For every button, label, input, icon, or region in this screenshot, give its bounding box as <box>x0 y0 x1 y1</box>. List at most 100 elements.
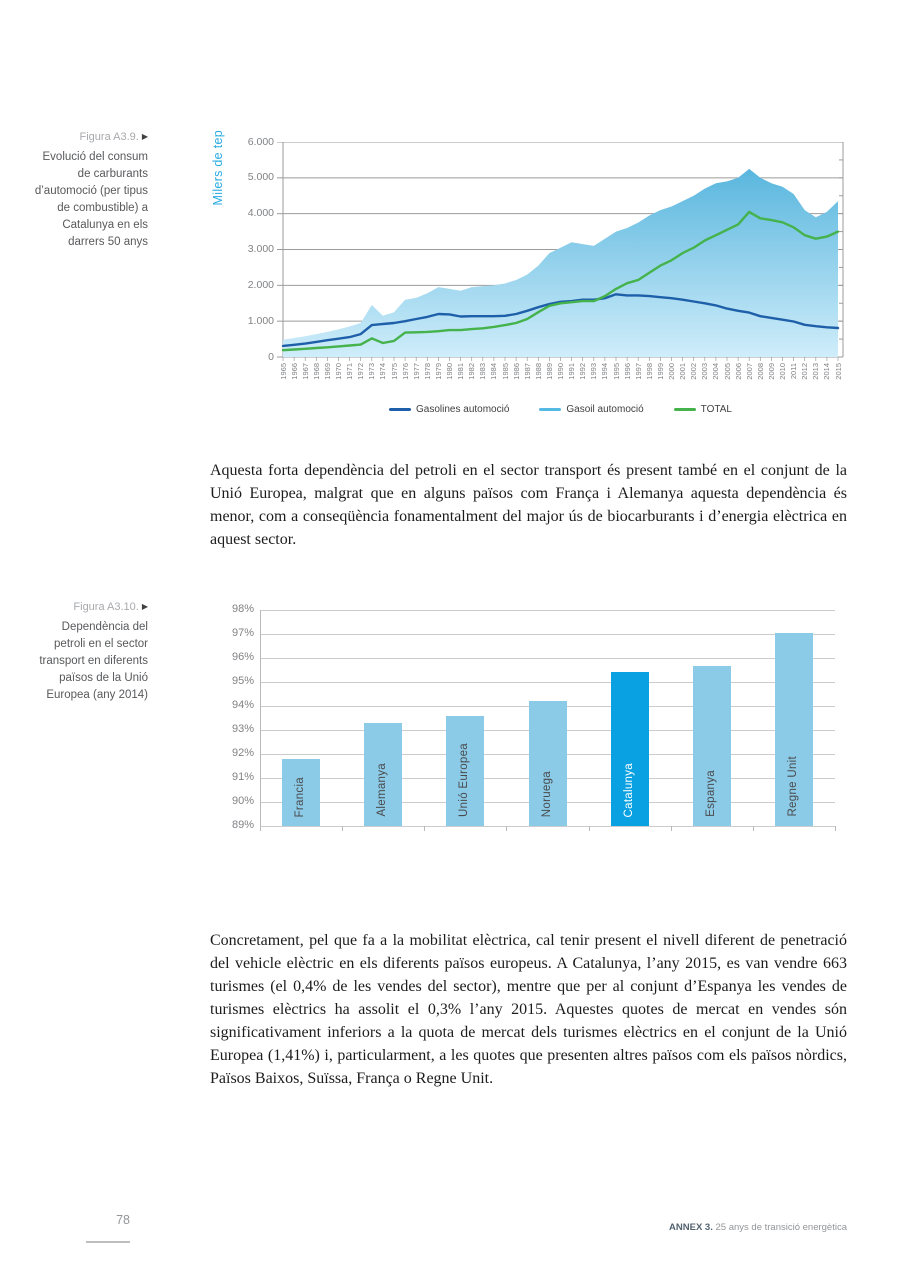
legend-label: TOTAL <box>700 404 732 415</box>
footer-annex-title: 25 anys de transició energètica <box>712 1222 847 1233</box>
x-tick-label: 1968 <box>311 363 321 380</box>
y-tick-label: 90% <box>231 795 254 807</box>
x-tick-label: 1982 <box>467 363 477 380</box>
paragraph-oil-dependency: Aquesta forta dependència del petroli en… <box>210 462 847 548</box>
x-tick-label: 1993 <box>589 363 599 380</box>
x-tick-label: 1995 <box>611 363 621 380</box>
legend-swatch <box>539 408 562 411</box>
fuel-chart-xlabels: 1965 1966 1967 1968 1969 1970 1971 1972 1973 1974… <box>277 363 852 399</box>
x-tick-label: 1972 <box>356 363 366 380</box>
bar-label: Noruega <box>540 770 553 817</box>
x-tick-label: 1997 <box>633 363 643 380</box>
x-tick-label: 1977 <box>411 363 421 380</box>
x-tick-label: 1999 <box>655 363 665 380</box>
legend-label: Gasolines automoció <box>416 404 510 415</box>
x-tick-label: 1980 <box>445 363 454 380</box>
x-tick-label: 2004 <box>711 363 721 380</box>
gridline <box>260 825 835 827</box>
legend-item: Gasolines automoció <box>389 404 509 415</box>
x-tick-label: 1998 <box>644 363 654 380</box>
figure2-label-row: Figura A3.10. ▶ <box>28 597 148 615</box>
fuel-chart-legend: Gasolines automoció Gasoil automoció TOTAL <box>277 404 844 415</box>
x-tick-label: 2001 <box>678 363 688 380</box>
figure2-arrow-icon: ▶ <box>141 602 148 611</box>
x-tick-label: 2002 <box>689 363 699 380</box>
x-tick-label: 1990 <box>556 363 565 380</box>
x-tick-label: 1988 <box>533 363 543 380</box>
x-tick-label: 2012 <box>800 363 810 380</box>
x-tick-label: 2000 <box>667 363 676 380</box>
x-tick-label: 1975 <box>389 363 399 380</box>
figure1-arrow-icon: ▶ <box>141 132 148 141</box>
y-tick-label: 6.000 <box>247 135 274 148</box>
x-tick-label: 1986 <box>511 363 521 380</box>
legend-item: TOTAL <box>673 404 732 415</box>
x-tick-label: 1996 <box>622 363 632 380</box>
line-gasolines <box>281 293 840 348</box>
x-tick-label: 2007 <box>744 363 754 380</box>
x-tick-label: 2013 <box>811 363 821 380</box>
bar-catalunya: Catalunya <box>610 672 649 826</box>
figure2-caption: Figura A3.10. ▶ Dependència del petroli e… <box>28 597 148 704</box>
x-tick-label: 1971 <box>345 363 355 380</box>
x-tick-label: 2010 <box>778 363 787 380</box>
fuel-chart-yticks: 0 1.000 2.000 3.000 4.000 5.000 6.000 <box>224 136 274 363</box>
figure1-label: Figura A3.9. <box>79 131 139 143</box>
x-tick-label: 1987 <box>522 363 532 380</box>
x-tick-label: 1965 <box>278 363 288 380</box>
x-tick-label: 1979 <box>433 363 443 380</box>
bar-label: Unió Europea <box>458 743 471 817</box>
x-boundary-tick <box>424 826 426 831</box>
y-tick-label: 91% <box>231 771 254 783</box>
legend-swatch <box>389 408 412 411</box>
bar-noruega: Noruega <box>528 701 567 826</box>
bar-espanya: Espanya <box>692 666 731 826</box>
y-tick-label: 94% <box>231 699 254 711</box>
figure2-caption-text: Dependència del petroli en el sector tra… <box>39 621 148 701</box>
y-tick-label: 3.000 <box>247 243 274 255</box>
legend-label: Gasoil automoció <box>566 404 644 415</box>
bar-label: Regne Unit <box>786 756 799 817</box>
x-tick-label: 2008 <box>755 363 765 380</box>
x-tick-label: 1970 <box>334 363 343 380</box>
y-tick-label: 0 <box>268 350 274 363</box>
bar-francia: Francia <box>282 758 321 826</box>
x-tick-label: 1991 <box>567 363 577 380</box>
x-tick-label: 2009 <box>766 363 776 380</box>
y-tick-label: 93% <box>231 723 254 735</box>
x-boundary-tick <box>342 826 344 831</box>
x-boundary-tick <box>752 826 754 831</box>
x-tick-label: 1984 <box>489 363 499 380</box>
bar-unió-europea: Unió Europea <box>446 715 485 826</box>
legend-item: Gasoil automoció <box>539 404 644 415</box>
paragraph-electric-mobility: Concretament, pel que fa a la mobilitat … <box>210 932 847 1087</box>
gridline <box>260 657 835 659</box>
bar-label: Alemanya <box>376 763 389 817</box>
bar-label: Francia <box>294 776 307 817</box>
figure1-caption: Figura A3.9. ▶ Evolució del consum de car… <box>28 127 148 251</box>
figure2-label: Figura A3.10. <box>73 601 139 613</box>
y-tick-label: 5.000 <box>247 171 274 184</box>
x-tick-label: 1976 <box>400 363 410 380</box>
dependency-chart-plot: Francia Alemanya Unió Europea Noruega Catalu… <box>260 609 836 831</box>
y-tick-label: 96% <box>231 651 254 663</box>
y-tick-label: 92% <box>231 747 254 759</box>
y-tick-label: 98% <box>231 603 254 615</box>
x-tick-label: 1969 <box>322 363 332 380</box>
x-boundary-tick <box>260 826 261 831</box>
footer-annex-label: ANNEX 3. <box>669 1222 713 1233</box>
x-tick-label: 1974 <box>378 363 388 380</box>
y-axis-title: Milers de tep <box>211 130 225 206</box>
gridline <box>260 681 835 683</box>
x-tick-label: 1966 <box>289 363 299 380</box>
x-boundary-tick <box>588 826 590 831</box>
x-boundary-tick <box>670 826 672 831</box>
figure1-label-row: Figura A3.9. ▶ <box>28 127 148 145</box>
x-tick-label: 2003 <box>700 363 710 380</box>
x-tick-label: 2015 <box>833 363 843 380</box>
bar-label: Espanya <box>704 770 717 817</box>
footer-page-number: 78 <box>116 1213 130 1227</box>
y-tick-label: 95% <box>231 675 254 687</box>
area-gasoil <box>283 168 838 357</box>
bar-regne-unit: Regne Unit <box>774 632 813 826</box>
